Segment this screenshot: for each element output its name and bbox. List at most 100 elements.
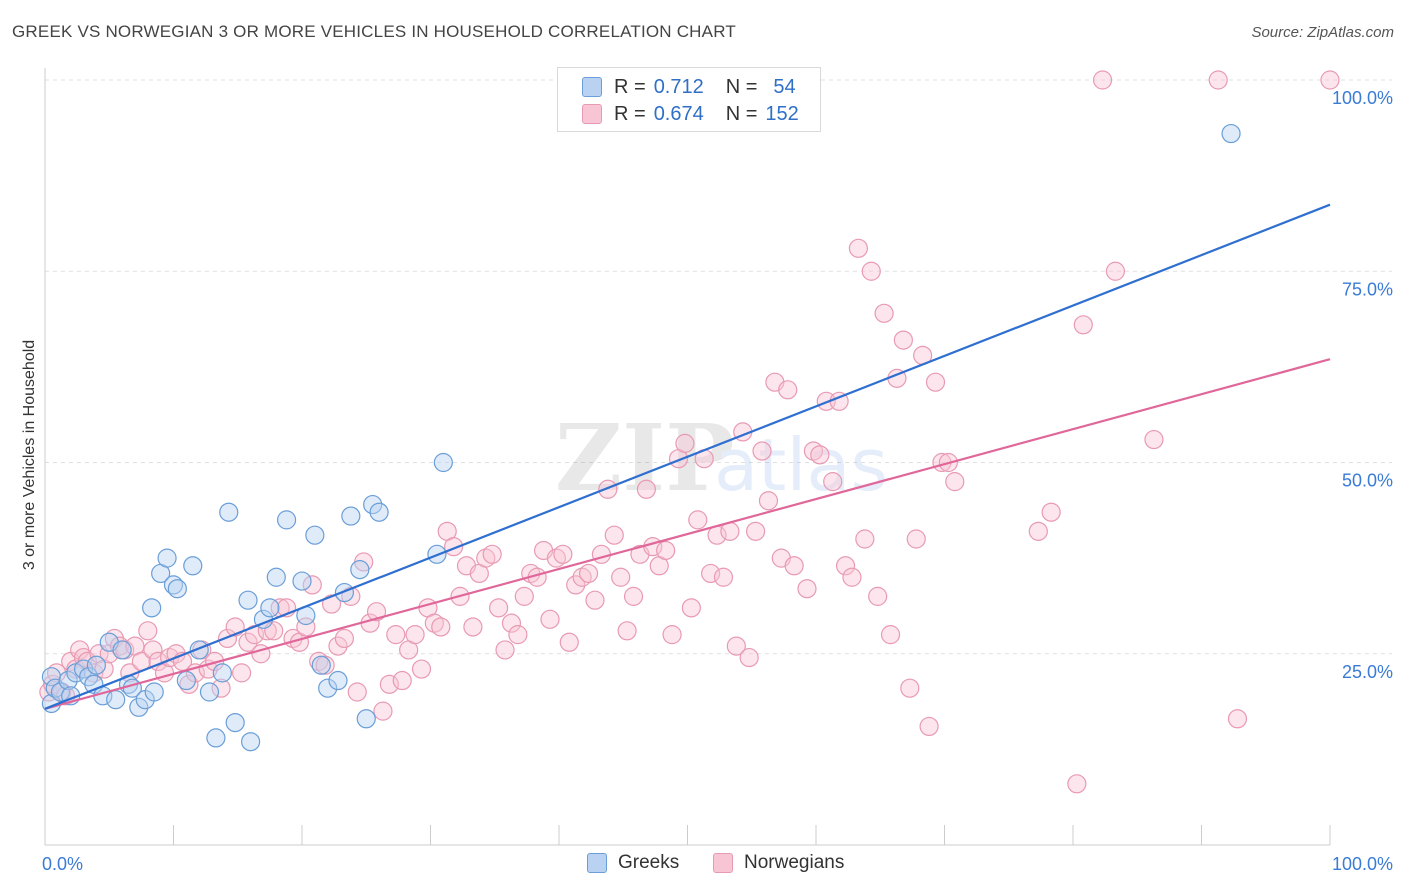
norwegians-point — [205, 651, 225, 672]
norwegians-point — [617, 621, 637, 641]
norwegians-point — [758, 491, 779, 511]
trend-lines — [44, 203, 1331, 710]
norwegians-point — [611, 567, 631, 587]
norwegians-point — [823, 472, 843, 492]
norwegians-swatch — [582, 104, 602, 124]
greeks-point — [356, 709, 376, 729]
greeks-point — [369, 502, 389, 522]
norwegians-point — [604, 525, 624, 545]
norwegians-point — [1073, 315, 1093, 335]
norwegians-point — [379, 674, 399, 694]
norwegians-legend-swatch — [713, 853, 733, 873]
norwegians-point — [906, 529, 926, 549]
norwegians-points — [39, 70, 1340, 794]
norwegians-point — [238, 632, 258, 652]
greeks-point — [266, 567, 286, 587]
greeks-point — [199, 682, 220, 702]
norwegians-point — [598, 479, 618, 499]
norwegians-point — [217, 628, 238, 649]
norwegians-point — [784, 556, 804, 576]
norwegians-point — [373, 701, 393, 721]
y-tick-label: 75.0% — [1342, 279, 1393, 299]
norwegians-point — [636, 479, 656, 499]
x-tick-label-min: 0.0% — [42, 854, 83, 874]
norwegians-point — [656, 540, 676, 561]
norwegians-point — [211, 678, 231, 698]
norwegians-point — [495, 640, 515, 660]
norwegians-point — [508, 625, 528, 645]
norwegians-point — [99, 644, 119, 664]
watermark-atlas: atlas — [714, 423, 888, 507]
greeks-point — [311, 655, 331, 675]
norwegians-point — [855, 529, 875, 549]
norwegians-point — [1320, 70, 1340, 90]
greeks-point — [58, 670, 78, 691]
norwegians-point — [138, 621, 158, 641]
greeks-r-value: 0.712 — [653, 75, 704, 98]
norwegians-point — [925, 372, 946, 392]
norwegians-point — [1105, 261, 1126, 281]
greeks-points — [41, 123, 1241, 752]
greeks-point — [157, 548, 177, 568]
greeks-point — [50, 682, 71, 702]
norwegians-point — [431, 617, 451, 637]
norwegians-point — [880, 625, 901, 645]
norwegians-point — [726, 636, 746, 656]
y-tick-label: 50.0% — [1342, 471, 1393, 491]
greeks-legend-swatch — [587, 853, 607, 873]
greeks-point — [142, 598, 162, 618]
greeks-n-value: 54 — [773, 75, 796, 98]
legend-row-greeks: R = 0.712 N = 54 — [582, 75, 796, 99]
greeks-point — [129, 697, 149, 717]
norwegians-point — [701, 563, 721, 584]
norwegians-point — [810, 445, 830, 465]
norwegians-trend-line — [44, 358, 1331, 710]
greeks-point — [433, 452, 453, 473]
norwegians-point — [797, 579, 817, 599]
greeks-point — [1221, 123, 1241, 144]
greeks-point — [238, 590, 258, 610]
r-label: R = — [614, 75, 646, 98]
greeks-point — [112, 640, 132, 660]
y-tick-label: 100.0% — [1332, 88, 1393, 108]
norwegians-point — [1208, 70, 1228, 90]
norwegians-point — [1041, 502, 1061, 522]
norwegians-point — [553, 544, 573, 564]
greeks-point — [260, 598, 280, 618]
greeks-point — [176, 670, 196, 691]
watermark-zip: ZIP — [555, 404, 734, 512]
greeks-point — [163, 575, 184, 595]
norwegians-point — [302, 575, 322, 595]
greeks-point — [328, 670, 348, 691]
norwegians-point — [482, 544, 502, 564]
watermark: ZIP atlas — [555, 404, 888, 512]
legend-item-norwegians: Norwegians — [713, 852, 844, 874]
n-label: N = — [725, 75, 758, 98]
gridlines — [45, 79, 1392, 655]
norwegians-point — [1067, 774, 1087, 794]
norwegians-point — [848, 238, 869, 258]
norwegians-n-value: 152 — [765, 102, 799, 125]
greeks-trend-line — [44, 203, 1331, 710]
greeks-point — [219, 502, 239, 522]
y-tick-label: 25.0% — [1342, 662, 1393, 682]
norwegians-point — [874, 303, 894, 323]
norwegians-point — [411, 659, 432, 679]
norwegians-point — [713, 567, 734, 587]
norwegians-point — [405, 625, 425, 645]
norwegians-point — [688, 510, 708, 530]
greeks-point — [292, 571, 312, 591]
norwegians-point — [489, 598, 509, 618]
norwegians-point — [514, 586, 534, 606]
norwegians-point — [1144, 429, 1164, 450]
norwegians-point — [662, 625, 682, 645]
correlation-legend: R = 0.712 N = 54 R = 0.674 N = 152 — [557, 67, 821, 132]
greeks-point — [183, 556, 203, 576]
greeks-point — [363, 494, 383, 515]
legend-row-norwegians: R = 0.674 N = 152 — [582, 102, 799, 126]
greeks-point — [276, 510, 297, 530]
greeks-legend-label: Greeks — [618, 852, 680, 873]
norwegians-point — [945, 472, 965, 492]
norwegians-point — [842, 567, 862, 587]
